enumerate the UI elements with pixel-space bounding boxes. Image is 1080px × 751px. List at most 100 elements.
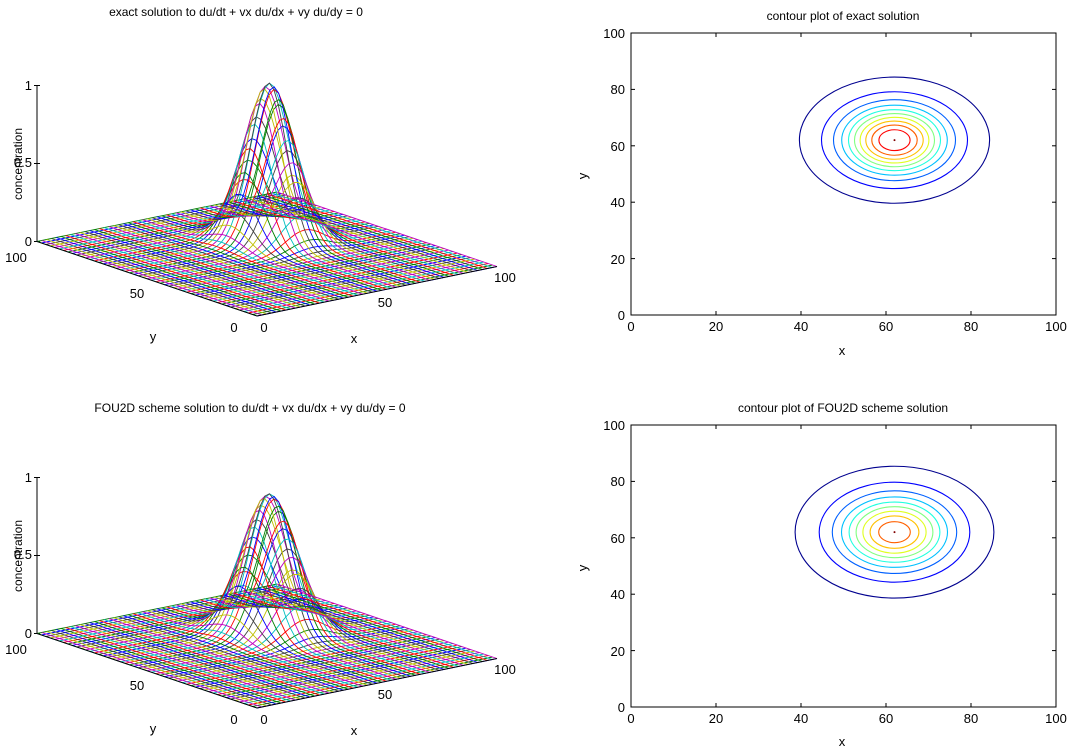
z-axis-label: concentration <box>11 520 25 592</box>
plot-area <box>630 424 1057 708</box>
surface-gridline-y <box>46 239 267 315</box>
contour-line <box>831 490 958 575</box>
x-tick-label: 0 <box>260 320 267 335</box>
x-tick-label: 0 <box>627 711 634 726</box>
surface-gridline-y <box>238 199 459 275</box>
surface-gridline-y <box>190 496 411 677</box>
surface-gridline-y <box>224 202 445 278</box>
surface-gridline-y <box>161 566 382 683</box>
contour-line <box>865 120 924 160</box>
plot-area <box>630 32 1057 316</box>
surface-gridline-y <box>94 229 315 305</box>
surface-gridline-y <box>219 197 440 279</box>
z-tick-label: 0 <box>25 626 32 641</box>
surface-gridline-y <box>65 235 286 311</box>
contour-line <box>871 124 918 156</box>
x-axis-line <box>256 658 498 709</box>
surface-gridline-y <box>104 227 325 303</box>
surface-gridline-y <box>75 625 296 701</box>
surface-gridline-y <box>152 211 373 293</box>
contour-line <box>859 116 930 164</box>
surface-gridline-y <box>108 618 330 694</box>
z-tick-label: 0.5 <box>14 155 32 170</box>
surface-gridline-y <box>108 226 330 302</box>
surface-gridline-y <box>123 615 344 691</box>
y-axis-label: y <box>150 329 157 344</box>
surface-gridline-y <box>267 193 488 269</box>
y-axis-line <box>36 633 258 709</box>
x-tick-label: 50 <box>378 687 392 702</box>
surface-gridline-y <box>166 147 387 290</box>
x-tick-label: 80 <box>964 711 978 726</box>
y-tick-label: 60 <box>611 531 625 546</box>
contour-line <box>855 506 934 559</box>
y-tick-label: 80 <box>611 82 625 97</box>
surface-gridline-y <box>132 613 354 689</box>
z-axis-label: concentration <box>11 128 25 200</box>
contour-line <box>853 113 936 168</box>
surface-gridline-y <box>228 593 450 669</box>
contour-line <box>794 465 995 599</box>
y-axis-label: y <box>575 564 590 571</box>
z-tick-label: 1 <box>25 78 32 93</box>
contour-line <box>869 515 920 549</box>
contour-peak <box>893 531 896 534</box>
chart-title: exact solution to du/dt + vx du/dx + vy … <box>109 5 363 19</box>
x-tick-label: 100 <box>494 270 516 285</box>
surface-gridline-y <box>252 196 474 272</box>
x-tick-label: 60 <box>879 319 893 334</box>
contour-line <box>840 496 949 568</box>
surface-gridline-y <box>113 225 334 301</box>
y-tick-label: 50 <box>130 286 144 301</box>
contour-line <box>818 481 971 583</box>
surface-gridline-y <box>147 610 368 686</box>
surface-gridline-y <box>80 232 301 308</box>
y-tick-label: 100 <box>5 250 27 265</box>
surface-gridline-y <box>252 588 474 664</box>
surface-gridline-y <box>224 594 445 670</box>
surface-gridline-y <box>60 236 282 312</box>
surface-gridline-y <box>89 230 310 306</box>
surface-gridline-y <box>142 219 363 295</box>
x-tick-label: 100 <box>494 662 516 677</box>
surface-gridline-y <box>156 193 378 292</box>
contour-line <box>847 109 942 172</box>
y-axis-label: y <box>575 172 590 179</box>
y-tick-label: 40 <box>611 587 625 602</box>
surface-gridline-y <box>204 139 426 282</box>
surface-gridline-y <box>99 228 320 304</box>
surface-gridline-y <box>195 505 416 676</box>
surface-gridline-y <box>51 630 272 706</box>
surface-gridline-y <box>128 614 349 690</box>
surface-gridline-y <box>257 195 478 271</box>
surface-gridline-y <box>128 222 349 298</box>
surface-gridline-y <box>248 589 469 665</box>
y-tick-label: 20 <box>611 252 625 267</box>
surface-gridline-y <box>46 631 267 707</box>
surface-gridline-y <box>75 233 296 309</box>
x-axis-label: x <box>351 331 358 346</box>
y-tick-label: 60 <box>611 139 625 154</box>
surface-gridline-y <box>276 583 498 659</box>
surface-gridline-y <box>142 611 363 687</box>
surface-gridline-y <box>262 194 483 270</box>
x-tick-label: 0 <box>260 712 267 727</box>
surface-gridline-y <box>89 622 310 698</box>
z-tick-label: 0.5 <box>14 547 32 562</box>
surface-gridline-y <box>262 586 483 662</box>
contour-line <box>848 501 941 563</box>
surface-gridline-y <box>200 117 421 283</box>
surface-gridline-y <box>84 231 306 307</box>
chart-title: contour plot of FOU2D scheme solution <box>738 401 948 415</box>
surface-gridline-y <box>272 584 493 660</box>
surface-gridline-y <box>51 238 272 314</box>
surface-gridline-y <box>238 591 459 667</box>
y-tick-label: 0 <box>618 700 625 715</box>
surface-gridline-y <box>161 172 382 291</box>
y-tick-label: 80 <box>611 474 625 489</box>
surface-gridline-y <box>272 192 493 268</box>
x-axis-label: x <box>351 723 358 738</box>
surface-gridline-y <box>209 162 430 281</box>
surface-gridline-y <box>56 237 277 313</box>
